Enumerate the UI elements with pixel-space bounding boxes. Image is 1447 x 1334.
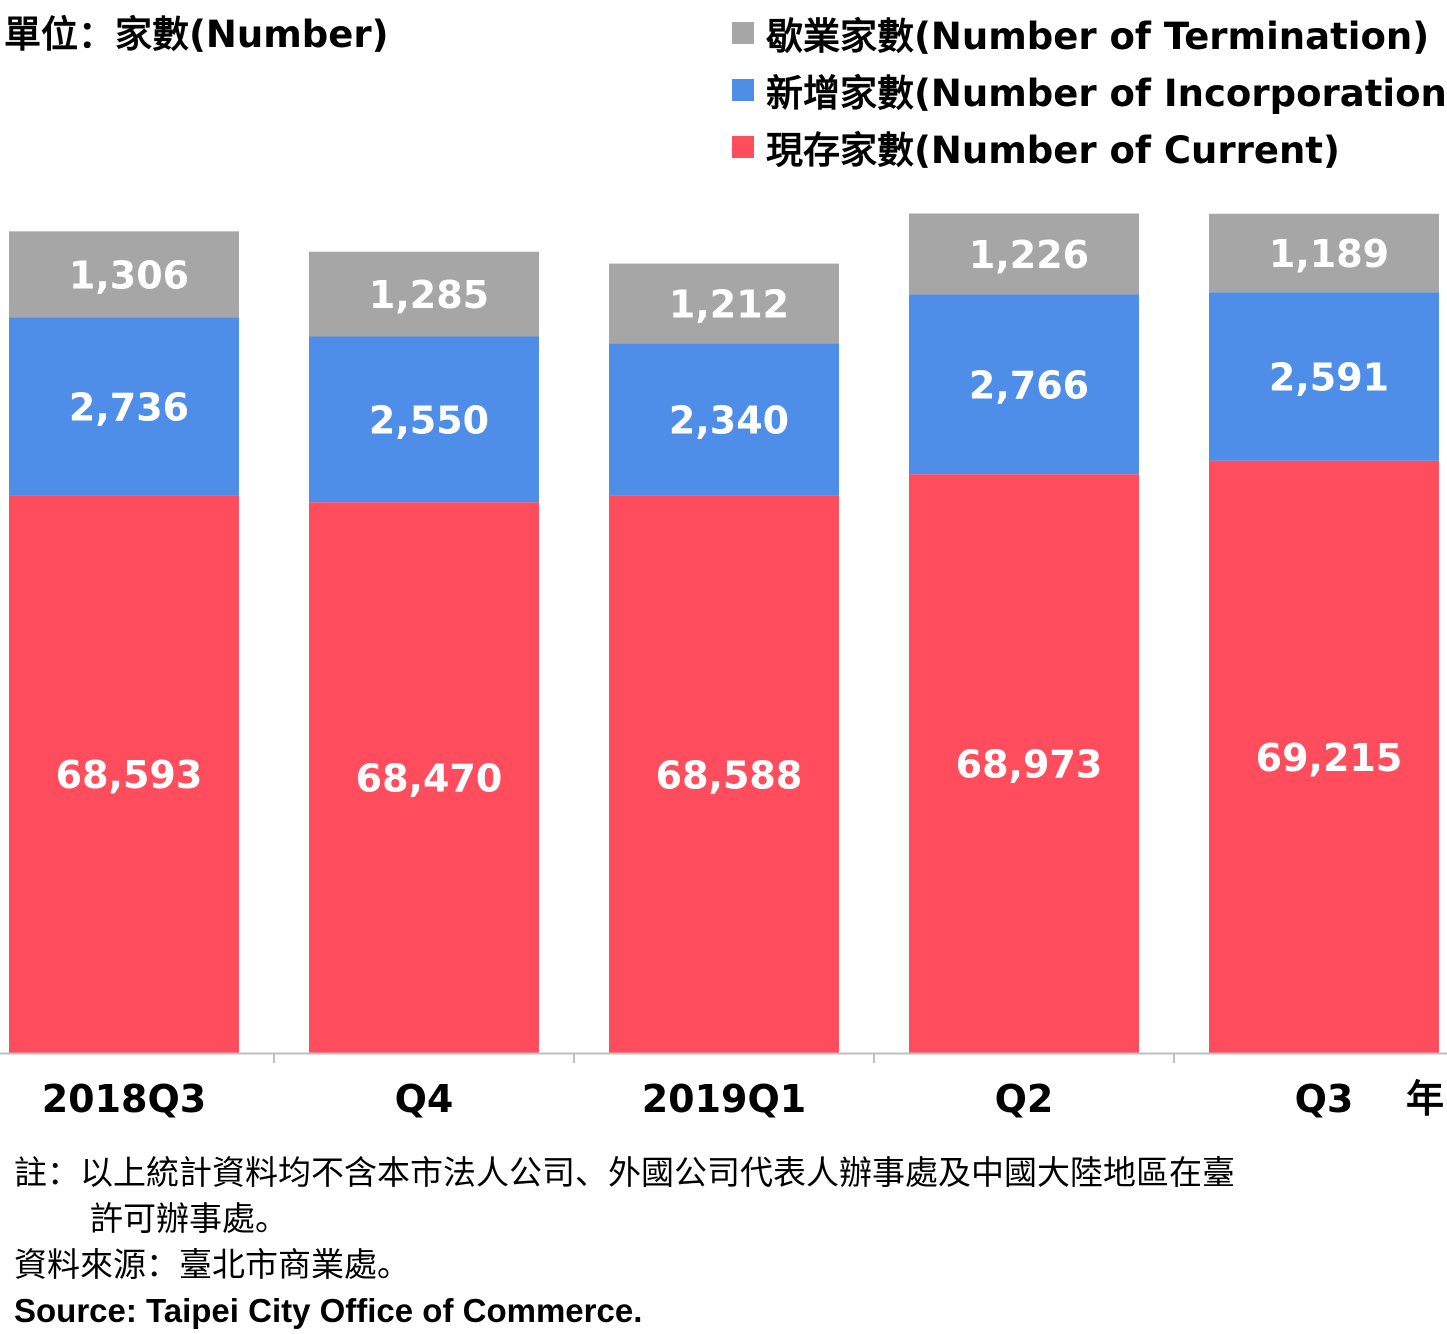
bar-termination-3 (909, 213, 1139, 295)
source-zh: 資料來源：臺北市商業處。 (14, 1245, 410, 1284)
x-tick-label-4: Q3 (1295, 1077, 1354, 1121)
data-label-incorporation-0: 2,736 (69, 385, 189, 429)
data-label-termination-2: 1,212 (669, 283, 789, 327)
x-tick-label-3: Q2 (995, 1077, 1054, 1121)
data-label-current-3: 68,973 (956, 743, 1103, 787)
bar-incorporation-1 (309, 336, 539, 503)
legend-label-incorporation: 新增家數(Number of Incorporation) (766, 71, 1447, 115)
note-line-1: 註：以上統計資料均不含本市法人公司、外國公司代表人辦事處及中國大陸地區在臺 (14, 1153, 1235, 1192)
x-tick-label-1: Q4 (395, 1077, 454, 1121)
legend-item-termination: 歇業家數(Number of Termination) (732, 4, 1447, 61)
data-label-incorporation-1: 2,550 (369, 398, 489, 442)
legend-label-current: 現存家數(Number of Current) (766, 128, 1340, 172)
legend-swatch-incorporation (732, 78, 754, 101)
data-label-termination-3: 1,226 (969, 233, 1089, 277)
bar-incorporation-2 (609, 343, 839, 496)
data-label-current-0: 68,593 (56, 753, 203, 797)
data-label-termination-0: 1,306 (69, 253, 189, 297)
x-axis-year-label: 年 (1406, 1077, 1444, 1121)
bar-termination-0 (9, 231, 239, 318)
data-label-termination-4: 1,189 (1269, 232, 1389, 276)
bar-current-1 (309, 502, 539, 1053)
bar-termination-2 (609, 263, 839, 344)
data-label-termination-1: 1,285 (369, 273, 489, 317)
x-tick-label-2: 2019Q1 (642, 1077, 807, 1121)
data-label-current-1: 68,470 (356, 757, 503, 801)
data-label-current-4: 69,215 (1256, 736, 1403, 780)
legend-label-termination: 歇業家數(Number of Termination) (766, 14, 1430, 58)
legend-item-current: 現存家數(Number of Current) (732, 118, 1447, 175)
bar-current-3 (909, 474, 1139, 1053)
data-label-incorporation-3: 2,766 (969, 363, 1089, 407)
data-label-current-2: 68,588 (656, 753, 803, 797)
x-tick-label-0: 2018Q3 (42, 1077, 207, 1121)
bar-termination-4 (1209, 213, 1439, 293)
bar-current-0 (9, 495, 239, 1053)
bar-current-2 (609, 495, 839, 1054)
unit-label: 單位：家數(Number) (4, 13, 389, 56)
bar-incorporation-3 (909, 294, 1139, 475)
notes: 註：以上統計資料均不含本市法人公司、外國公司代表人辦事處及中國大陸地區在臺 許可… (14, 1150, 1235, 1334)
bar-incorporation-4 (1209, 292, 1439, 461)
legend-swatch-termination (732, 21, 754, 44)
legend-item-incorporation: 新增家數(Number of Incorporation) (732, 61, 1447, 118)
bar-termination-1 (309, 251, 539, 337)
bar-incorporation-0 (9, 317, 239, 496)
note-line-2: 許可辦事處。 (90, 1199, 288, 1238)
data-label-incorporation-2: 2,340 (669, 399, 789, 443)
data-label-incorporation-4: 2,591 (1269, 355, 1389, 399)
stacked-bar-chart: 68,593 2,736 1,306 68,470 2,550 1,285 68,588 2,… (0, 213, 1447, 1121)
bar-current-4 (1209, 460, 1439, 1054)
legend: 歇業家數(Number of Termination) 新增家數(Number … (732, 4, 1447, 175)
legend-swatch-current (732, 135, 754, 158)
source-en: Source: Taipei City Office of Commerce. (14, 1292, 643, 1329)
